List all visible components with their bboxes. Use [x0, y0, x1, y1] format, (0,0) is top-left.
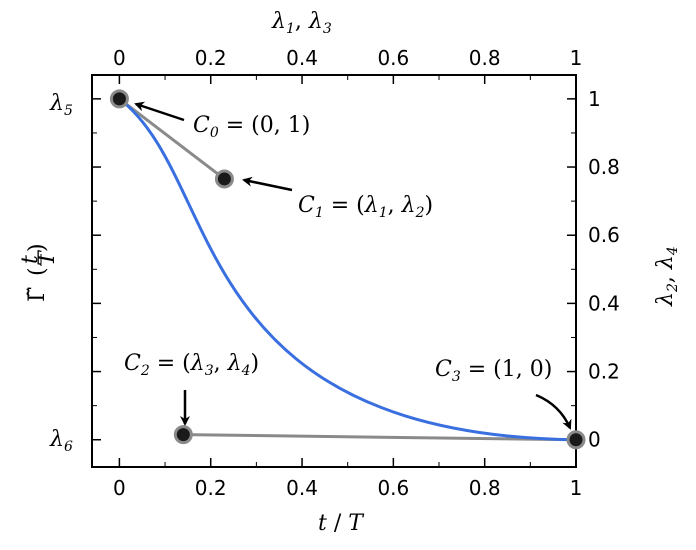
x-tick-label-top: 0.2 — [195, 46, 227, 70]
control-polygon-c2-c3 — [183, 433, 577, 442]
label-c1: C1 = (λ1, λ2) — [298, 193, 433, 221]
control-point-c1 — [214, 169, 234, 189]
plot-frame — [91, 74, 577, 468]
axis-ticks — [92, 75, 577, 467]
svg-text:T: T — [35, 249, 60, 266]
control-point-c2 — [173, 425, 193, 445]
y-tick-label-right: 1 — [588, 87, 601, 111]
y-axis-title: Γ̃ ( t T ) — [18, 243, 60, 302]
control-points — [109, 89, 586, 450]
y-tick-label-right: 0 — [588, 428, 601, 452]
x-tick-label-bottom: 1 — [570, 476, 583, 500]
arrow-c3 — [535, 393, 572, 430]
top-axis-title: λ1, λ3 — [271, 9, 332, 37]
y-tick-label-right: 0.6 — [588, 223, 620, 247]
x-tick-label-top: 0.6 — [377, 46, 409, 70]
y-tick-label-right: 0.8 — [588, 155, 620, 179]
x-axis-title: t / T — [318, 511, 365, 536]
x-tick-label-bottom: 0.8 — [469, 476, 501, 500]
svg-text:): ) — [25, 243, 50, 252]
control-point-c3 — [566, 430, 586, 450]
svg-text:Γ̃: Γ̃ — [25, 287, 50, 302]
x-tick-label-bottom: 0.2 — [195, 476, 227, 500]
axis-tick-labels: 000.20.20.40.40.60.60.80.81100.20.40.60.… — [113, 46, 620, 500]
x-tick-label-top: 0 — [113, 46, 126, 70]
arrow-c0 — [134, 101, 185, 122]
right-axis-title: λ2, λ4 — [653, 246, 681, 307]
x-tick-label-top: 1 — [570, 46, 583, 70]
x-tick-label-top: 0.4 — [286, 46, 318, 70]
x-tick-label-bottom: 0.4 — [286, 476, 318, 500]
label-c0: C0 = (0, 1) — [193, 113, 310, 141]
control-point-c0 — [109, 89, 129, 109]
label-c2: C2 = (λ3, λ4) — [124, 351, 259, 379]
svg-text:t: t — [18, 255, 43, 264]
bezier-curve — [118, 97, 577, 442]
y-tick-label-right: 0.2 — [588, 360, 620, 384]
x-tick-label-top: 0.8 — [469, 46, 501, 70]
arrow-c1 — [242, 176, 293, 192]
left-label-lambda5: λ5 — [49, 91, 73, 119]
control-polygon-c0-c1 — [118, 97, 226, 181]
label-c3: C3 = (1, 0) — [435, 357, 552, 385]
left-label-lambda6: λ6 — [49, 427, 73, 455]
y-tick-label-right: 0.4 — [588, 291, 620, 315]
x-tick-label-bottom: 0.6 — [377, 476, 409, 500]
x-tick-label-bottom: 0 — [113, 476, 126, 500]
svg-text:(: ( — [25, 267, 50, 276]
